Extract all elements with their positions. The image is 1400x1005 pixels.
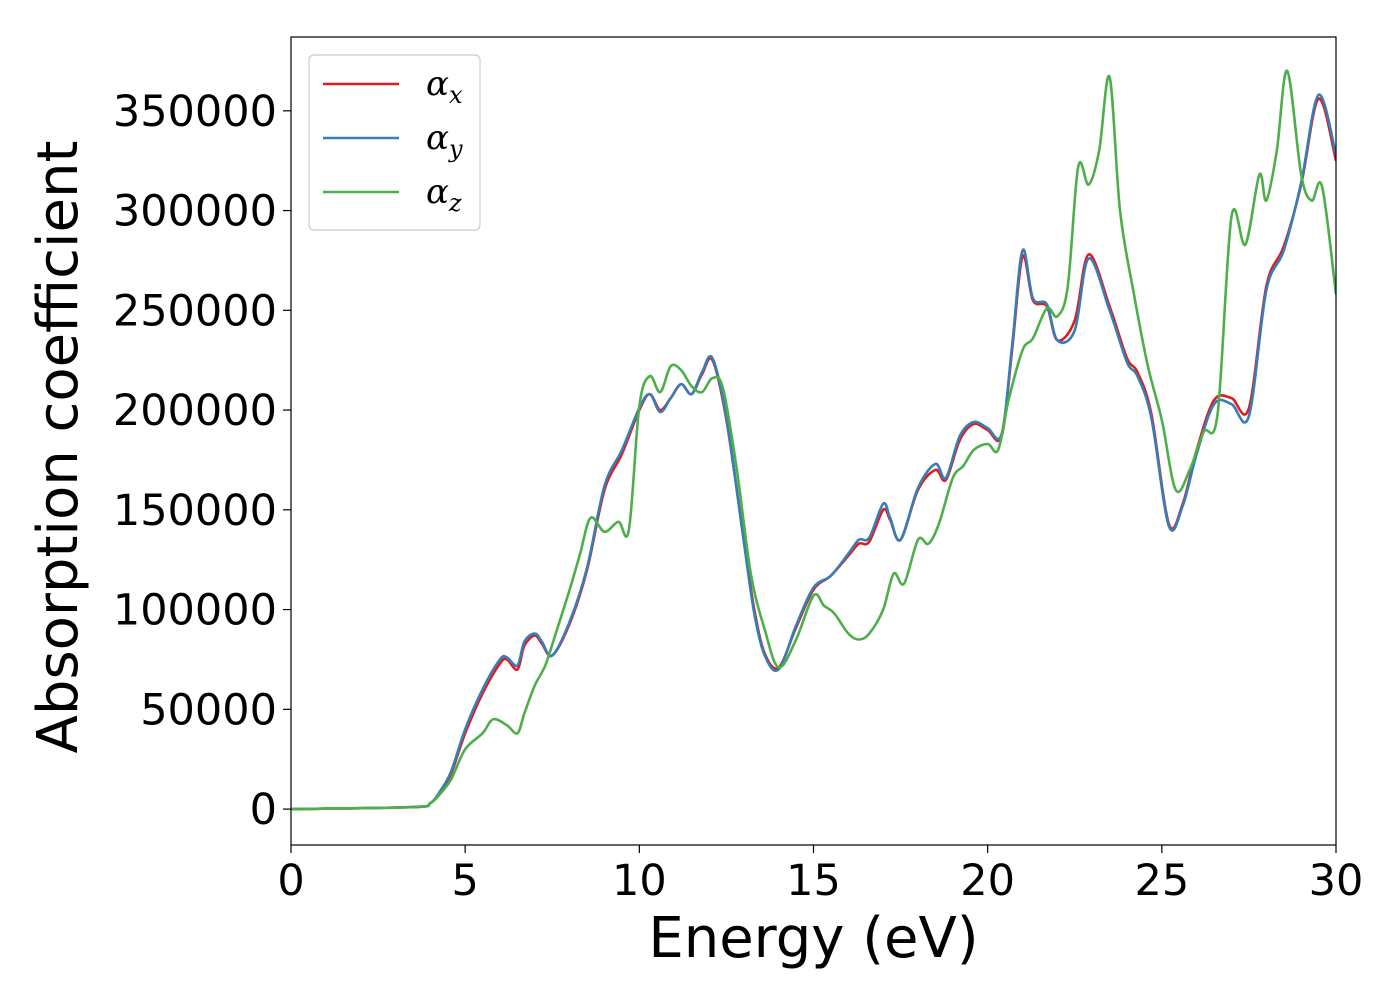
y-tick-label: 250000 [113, 286, 277, 336]
legend-label-base: α [426, 64, 449, 104]
y-axis-label: Absorption coefficient [26, 141, 91, 754]
y-tick-label: 100000 [113, 586, 277, 636]
y-tick-label: 200000 [113, 386, 277, 436]
series-line-y [291, 93, 1336, 811]
y-tick-label: 300000 [113, 187, 277, 237]
y-tick-label: 150000 [113, 486, 277, 536]
legend-label-subscript: z [448, 189, 462, 217]
x-tick-label: 30 [1309, 856, 1364, 906]
legend-label-y: αy [426, 118, 463, 163]
legend-label-base: α [426, 118, 449, 158]
x-axis-label: Energy (eV) [648, 906, 978, 971]
legend-label-subscript: x [449, 81, 463, 109]
legend-label-z: αz [426, 172, 462, 217]
y-tick-label: 50000 [140, 685, 277, 735]
x-tick-label: 0 [277, 856, 304, 906]
legend-label-base: α [426, 172, 449, 212]
legend-label-x: αx [426, 64, 463, 109]
x-tick-label: 10 [612, 856, 667, 906]
x-tick-label: 20 [960, 856, 1015, 906]
legend-box [308, 54, 481, 231]
series-line-z [291, 69, 1336, 811]
y-axis-ticks: 0 50000 100000 150000 200000 250000 300000 3500… [113, 87, 291, 835]
x-tick-label: 15 [786, 856, 841, 906]
y-tick-label: 0 [250, 785, 277, 835]
y-tick-label: 350000 [113, 87, 277, 137]
x-axis-ticks: 0 5 10 15 20 25 30 [277, 845, 1363, 906]
x-tick-label: 25 [1134, 856, 1189, 906]
series-layer [291, 69, 1336, 811]
legend-label-subscript: y [448, 135, 463, 163]
x-tick-label: 5 [451, 856, 478, 906]
